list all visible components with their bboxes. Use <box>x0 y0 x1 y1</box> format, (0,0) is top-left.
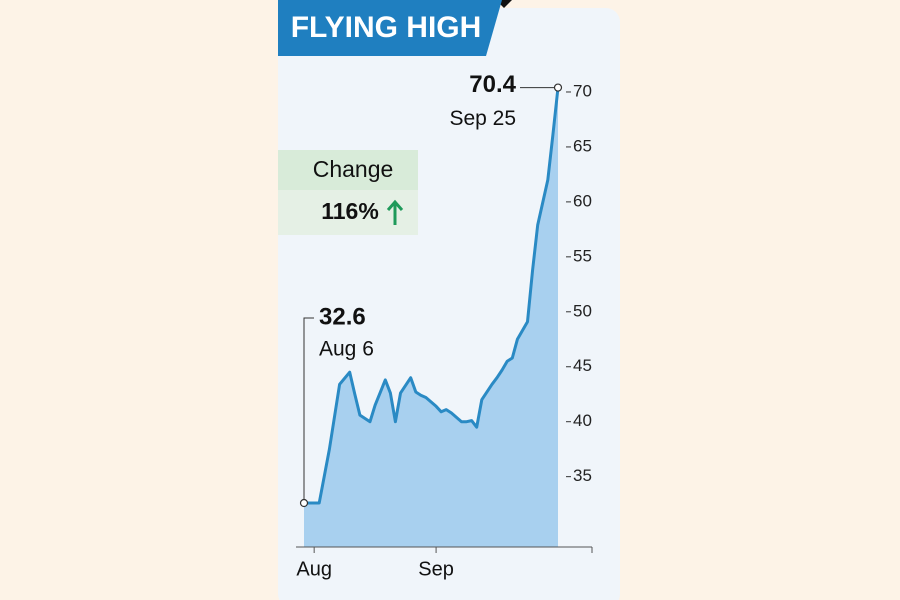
annotation-value: 32.6 <box>319 303 366 330</box>
y-tick-label: 45 <box>573 356 592 375</box>
y-tick-label: 40 <box>573 411 592 430</box>
annotation-date: Sep 25 <box>449 107 516 130</box>
y-tick-label: 55 <box>573 246 592 265</box>
y-tick-label: 35 <box>573 466 592 485</box>
end-marker <box>553 83 563 92</box>
area <box>304 87 558 547</box>
y-tick-label: 60 <box>573 191 592 210</box>
y-tick-label: 65 <box>573 136 592 155</box>
leader-line <box>303 317 314 504</box>
change-value: 116% <box>321 198 379 224</box>
change-title: Change <box>313 156 394 182</box>
line <box>304 87 560 505</box>
title-banner <box>278 0 502 56</box>
chart-title: FLYING HIGH <box>291 11 482 44</box>
x-tick-label: Aug <box>296 558 332 580</box>
y-tick-label: 70 <box>573 81 592 100</box>
change-header-bg <box>278 150 418 190</box>
annotation-date: Aug 6 <box>319 338 374 361</box>
up-arrow <box>386 199 404 225</box>
x-tick-label: Sep <box>418 558 454 580</box>
start-marker <box>299 498 309 508</box>
annotation-value: 70.4 <box>469 71 516 98</box>
y-tick-label: 50 <box>573 301 592 320</box>
